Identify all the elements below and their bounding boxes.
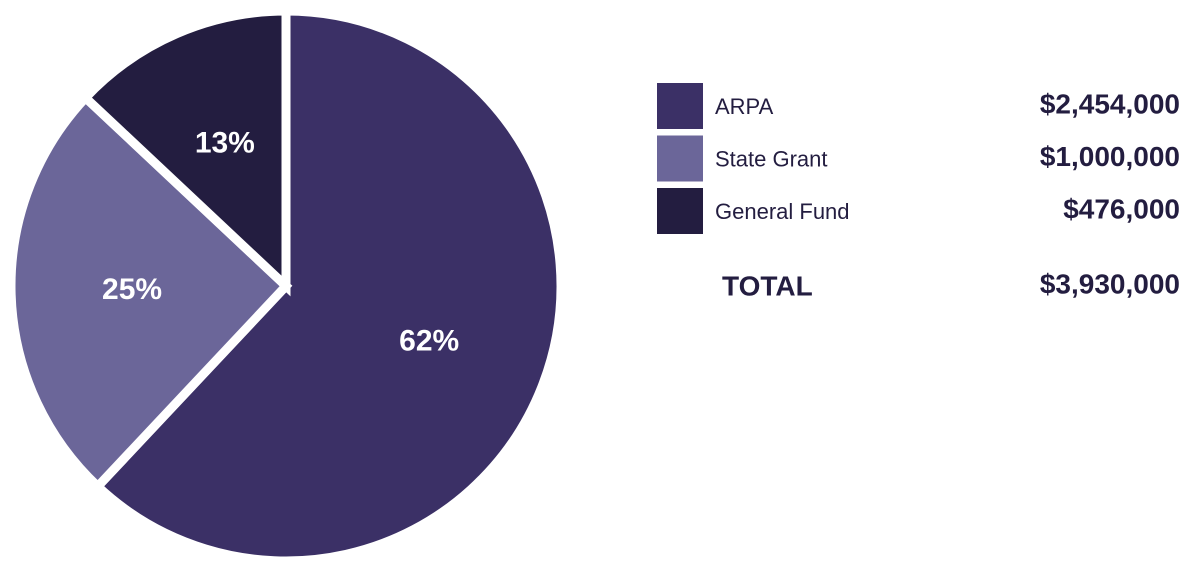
legend-label: ARPA: [715, 94, 774, 119]
pie-slice: [79, 6, 291, 297]
total-label: TOTAL: [722, 270, 813, 301]
pie-slice: [91, 6, 566, 566]
legend-amount: $2,454,000: [1040, 88, 1180, 119]
legend-label: General Fund: [715, 199, 850, 224]
slice-label: 62%: [399, 325, 459, 358]
pie-slice: [6, 91, 293, 493]
legend-amount: $1,000,000: [1040, 141, 1180, 172]
legend-swatch: [657, 83, 703, 129]
slice-label: 13%: [195, 127, 255, 160]
legend-swatch: [657, 188, 703, 234]
legend-swatch: [657, 135, 703, 182]
slice-label: 25%: [102, 273, 162, 306]
legend-amount: $476,000: [1063, 193, 1180, 224]
legend-label: State Grant: [715, 146, 828, 171]
total-amount: $3,930,000: [1040, 268, 1180, 299]
